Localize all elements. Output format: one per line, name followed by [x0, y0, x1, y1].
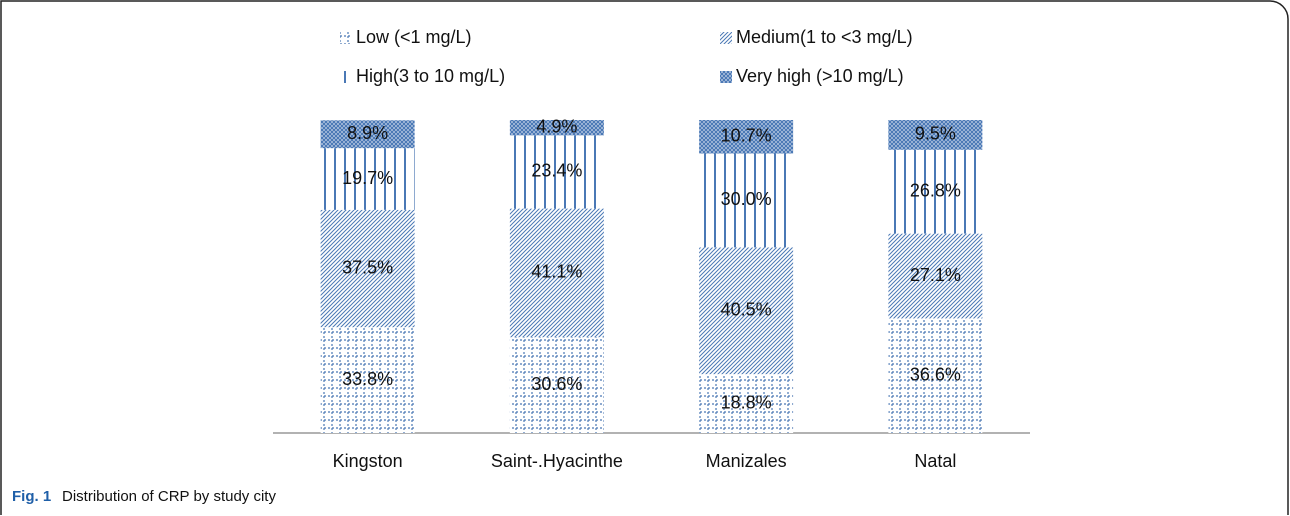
value-label: 9.5%: [915, 124, 956, 144]
x-tick-label: Saint-.Hyacinthe: [491, 451, 623, 471]
bar-segment: [509, 337, 604, 433]
value-label: 40.5%: [721, 300, 772, 320]
legend-swatch: [340, 32, 352, 44]
value-label: 30.0%: [721, 189, 772, 209]
bar-segment: [320, 327, 415, 433]
legend-swatch: [340, 71, 352, 83]
value-label: 8.9%: [347, 123, 388, 143]
bar-segment: [509, 208, 604, 338]
x-tick-label: Kingston: [333, 451, 403, 471]
bar-segment: [699, 153, 794, 248]
bar-segment: [509, 135, 604, 209]
value-label: 4.9%: [536, 116, 577, 136]
value-label: 36.6%: [910, 364, 961, 384]
value-label: 18.8%: [721, 392, 772, 412]
bar-segment: [320, 120, 415, 149]
value-label: 27.1%: [910, 265, 961, 285]
bar-segment: [320, 148, 415, 210]
figure-label: Fig. 1: [12, 488, 51, 505]
bar-segment: [888, 318, 983, 433]
value-label: 19.7%: [342, 168, 393, 188]
value-label: 23.4%: [531, 161, 582, 181]
value-label: 10.7%: [721, 125, 772, 145]
legend-swatch: [720, 32, 732, 44]
bar-segment: [699, 374, 794, 433]
x-tick-label: Manizales: [706, 451, 787, 471]
value-label: 37.5%: [342, 257, 393, 277]
legend-swatch: [720, 71, 732, 83]
bar-segment: [509, 120, 604, 136]
legend-label: Low (<1 mg/L): [356, 27, 472, 47]
bar-segment: [699, 120, 794, 154]
bar-segment: [320, 209, 415, 328]
legend-label: High(3 to 10 mg/L): [356, 66, 505, 86]
bar-segment: [699, 247, 794, 375]
x-tick-label: Natal: [914, 451, 956, 471]
value-label: 30.6%: [531, 374, 582, 394]
bar-segment: [888, 233, 983, 319]
bar-segment: [888, 149, 983, 234]
value-label: 41.1%: [531, 262, 582, 282]
value-label: 26.8%: [910, 180, 961, 200]
bar-segment: [888, 120, 983, 150]
value-label: 33.8%: [342, 369, 393, 389]
legend-label: Very high (>10 mg/L): [736, 66, 904, 86]
legend-label: Medium(1 to <3 mg/L): [736, 27, 913, 47]
caption: Distribution of CRP by study city: [62, 488, 276, 505]
